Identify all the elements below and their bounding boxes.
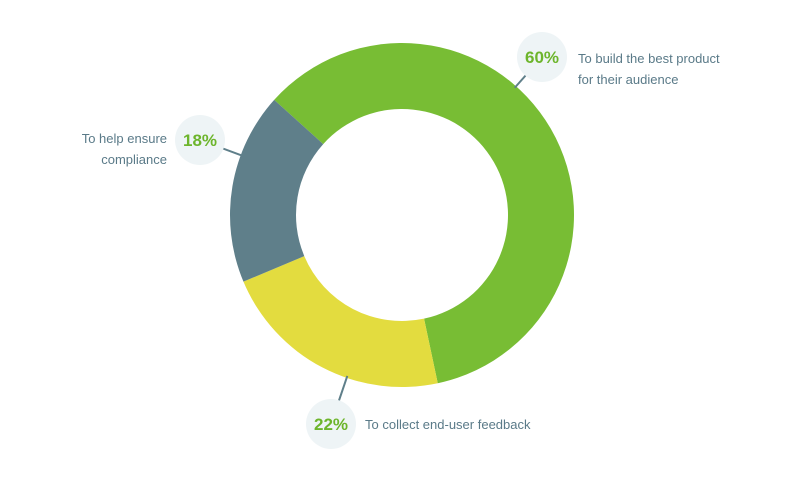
percent-badge-build-best-product bbox=[517, 32, 567, 82]
donut-slice-build-best-product bbox=[274, 43, 574, 384]
percent-label-build-best-product: 60% bbox=[525, 48, 559, 67]
donut-slice-collect-feedback bbox=[243, 256, 438, 388]
slice-label-line: for their audience bbox=[578, 72, 679, 87]
donut-slices bbox=[229, 43, 574, 388]
slice-label-line: compliance bbox=[101, 152, 167, 167]
percent-badge-ensure-compliance bbox=[175, 115, 225, 165]
percent-badge-collect-feedback bbox=[306, 399, 356, 449]
slice-label-line: To collect end-user feedback bbox=[365, 417, 531, 432]
slice-label-build-best-product: To build the best product for their audi… bbox=[578, 48, 720, 90]
slice-label-ensure-compliance: To help ensure compliance bbox=[60, 128, 167, 170]
slice-label-line: To build the best product bbox=[578, 51, 720, 66]
slice-label-line: To help ensure bbox=[81, 131, 167, 146]
slice-label-collect-feedback: To collect end-user feedback bbox=[365, 414, 530, 435]
percent-badges: 60% 22% 18% bbox=[175, 32, 567, 449]
donut-slice-ensure-compliance bbox=[229, 99, 324, 282]
percent-label-collect-feedback: 22% bbox=[314, 415, 348, 434]
percent-label-ensure-compliance: 18% bbox=[183, 131, 217, 150]
